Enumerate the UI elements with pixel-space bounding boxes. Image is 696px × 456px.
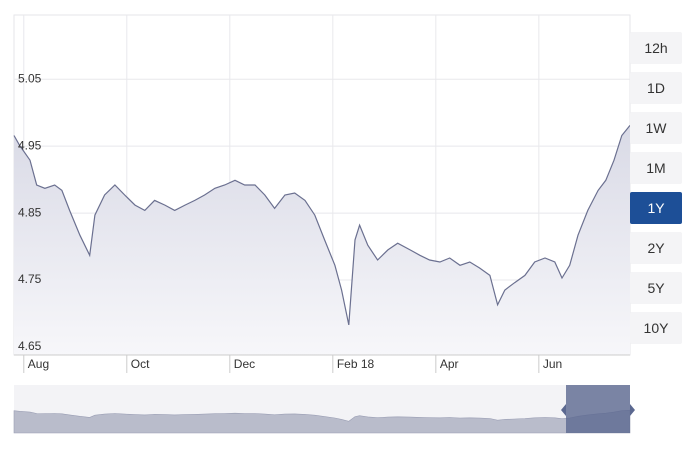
price-line: [13, 125, 631, 326]
range-buttons: 12h 1D 1W 1M 1Y 2Y 5Y 10Y: [630, 32, 682, 352]
navigator-window: [566, 385, 630, 433]
x-tick-label: Apr: [440, 357, 459, 371]
y-tick-label: 4.75: [18, 272, 42, 286]
range-button[interactable]: 2Y: [630, 232, 682, 264]
x-tick-label: Feb 18: [337, 357, 375, 371]
x-tick-label: Oct: [131, 357, 150, 371]
range-button[interactable]: 1D: [630, 72, 682, 104]
y-tick-label: 4.95: [18, 138, 42, 152]
navigator-area: [13, 409, 631, 434]
y-tick-label: 4.65: [18, 339, 42, 353]
range-button[interactable]: 10Y: [630, 312, 682, 344]
range-button[interactable]: 1W: [630, 112, 682, 144]
range-button[interactable]: 5Y: [630, 272, 682, 304]
y-tick-label: 5.05: [18, 71, 42, 85]
x-tick-label: Jun: [543, 357, 562, 371]
y-tick-label: 4.85: [18, 205, 42, 219]
range-button[interactable]: 12h: [630, 32, 682, 64]
range-button[interactable]: 1M: [630, 152, 682, 184]
x-tick-label: Dec: [234, 357, 255, 371]
area: [14, 125, 630, 356]
range-button[interactable]: 1Y: [630, 192, 682, 224]
x-tick-label: Aug: [28, 357, 49, 371]
